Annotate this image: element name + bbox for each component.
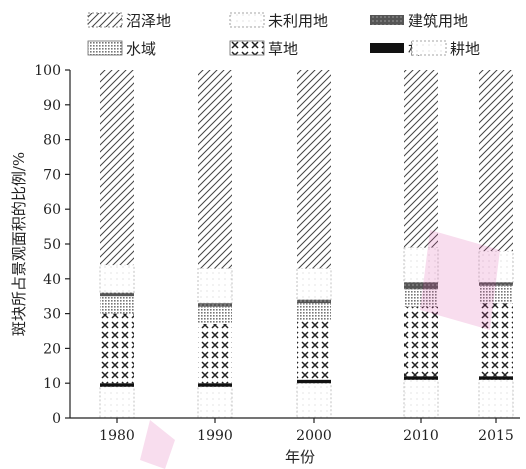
bar-segment-farmland — [99, 386, 135, 419]
bar-segment-farmland — [403, 379, 439, 419]
bar-segment-water — [297, 303, 331, 321]
legend-label: 建筑用地 — [408, 12, 468, 30]
legend-swatch — [229, 40, 265, 56]
bar-segment-wetland — [100, 70, 134, 265]
legend-label: 沼泽地 — [126, 12, 171, 30]
legend-swatch — [411, 40, 447, 56]
legend-swatch — [229, 12, 265, 28]
y-axis-ticks: 0 10 20 30 40 50 60 70 80 90 100 — [34, 63, 70, 427]
y-tick-label: 100 — [34, 63, 61, 79]
bar-segment-unused — [478, 250, 514, 283]
bar-segment-unused — [296, 268, 332, 300]
y-tick-label: 30 — [43, 307, 61, 323]
bars-layer — [99, 70, 514, 419]
bar-segment-grassland — [479, 303, 513, 377]
x-tick-label: 1990 — [197, 428, 233, 444]
y-tick-label: 50 — [43, 237, 61, 253]
legend: 沼泽地未利用地建筑用地水域草地林地耕地 — [87, 12, 480, 58]
bar-segment-farmland — [296, 382, 332, 419]
legend-item-farmland: 耕地 — [411, 40, 480, 58]
bar-segment-water — [198, 306, 232, 325]
y-tick-label: 80 — [43, 133, 61, 149]
bar-segment-water — [100, 296, 134, 314]
bar-segment-grassland — [404, 306, 438, 377]
bar-segment-farmland — [197, 386, 233, 419]
x-tick-label: 1980 — [99, 428, 135, 444]
y-axis-title: 斑块所占景观面积的比例/% — [10, 152, 28, 336]
bar-segment-builtup — [297, 299, 331, 304]
legend-item-unused: 未利用地 — [229, 12, 328, 30]
bar-segment-unused — [197, 268, 233, 304]
bar-segment-water — [404, 289, 438, 307]
bar-stack-2010 — [403, 70, 439, 419]
x-axis-ticks: 1980 1990 2000 2010 2015 — [99, 418, 514, 444]
bar-segment-forest — [479, 376, 513, 380]
x-tick-label: 2010 — [403, 428, 439, 444]
legend-item-wetland: 沼泽地 — [87, 12, 171, 30]
bar-stack-2015 — [478, 70, 514, 419]
bar-segment-wetland — [297, 70, 331, 269]
x-tick-label: 2015 — [478, 428, 514, 444]
bar-segment-forest — [404, 376, 438, 380]
legend-label: 未利用地 — [268, 12, 328, 30]
legend-label: 水域 — [126, 40, 156, 58]
legend-swatch — [370, 43, 404, 53]
bar-segment-farmland — [478, 379, 514, 419]
bar-segment-grassland — [297, 320, 331, 380]
bar-segment-builtup — [100, 292, 134, 297]
bar-segment-builtup — [479, 282, 513, 286]
y-tick-label: 0 — [52, 411, 61, 427]
bar-segment-forest — [100, 383, 134, 387]
bar-segment-grassland — [100, 313, 134, 384]
legend-label: 草地 — [268, 40, 298, 58]
y-tick-label: 90 — [43, 98, 61, 114]
y-tick-label: 20 — [43, 341, 61, 357]
legend-item-builtup: 建筑用地 — [370, 12, 468, 30]
plot-area: 0 10 20 30 40 50 60 70 80 90 100 1980 1990 2000 2010 2… — [34, 63, 520, 444]
bar-segment-wetland — [404, 70, 438, 248]
bar-stack-1990 — [197, 70, 233, 419]
bar-segment-forest — [198, 383, 232, 387]
y-tick-label: 70 — [43, 167, 61, 183]
bar-segment-unused — [403, 247, 439, 283]
bar-segment-builtup — [404, 282, 438, 290]
bar-segment-builtup — [198, 303, 232, 307]
legend-swatch — [87, 12, 123, 28]
legend-swatch — [87, 40, 123, 56]
bar-segment-wetland — [479, 70, 513, 251]
bar-stack-1980 — [99, 70, 135, 419]
x-tick-label: 2000 — [296, 428, 332, 444]
y-tick-label: 10 — [43, 376, 61, 392]
legend-swatch — [370, 15, 404, 25]
legend-item-grassland: 草地 — [229, 40, 298, 58]
bar-segment-forest — [297, 379, 331, 384]
bar-segment-water — [479, 285, 513, 304]
bar-segment-wetland — [198, 70, 232, 269]
bar-stack-2000 — [296, 70, 332, 419]
legend-label: 耕地 — [450, 40, 480, 58]
x-axis-title: 年份 — [285, 448, 315, 466]
bar-segment-unused — [99, 264, 135, 294]
legend-item-water: 水域 — [87, 40, 156, 58]
y-tick-label: 40 — [43, 272, 61, 288]
y-tick-label: 60 — [43, 202, 61, 218]
bar-segment-grassland — [198, 324, 232, 384]
